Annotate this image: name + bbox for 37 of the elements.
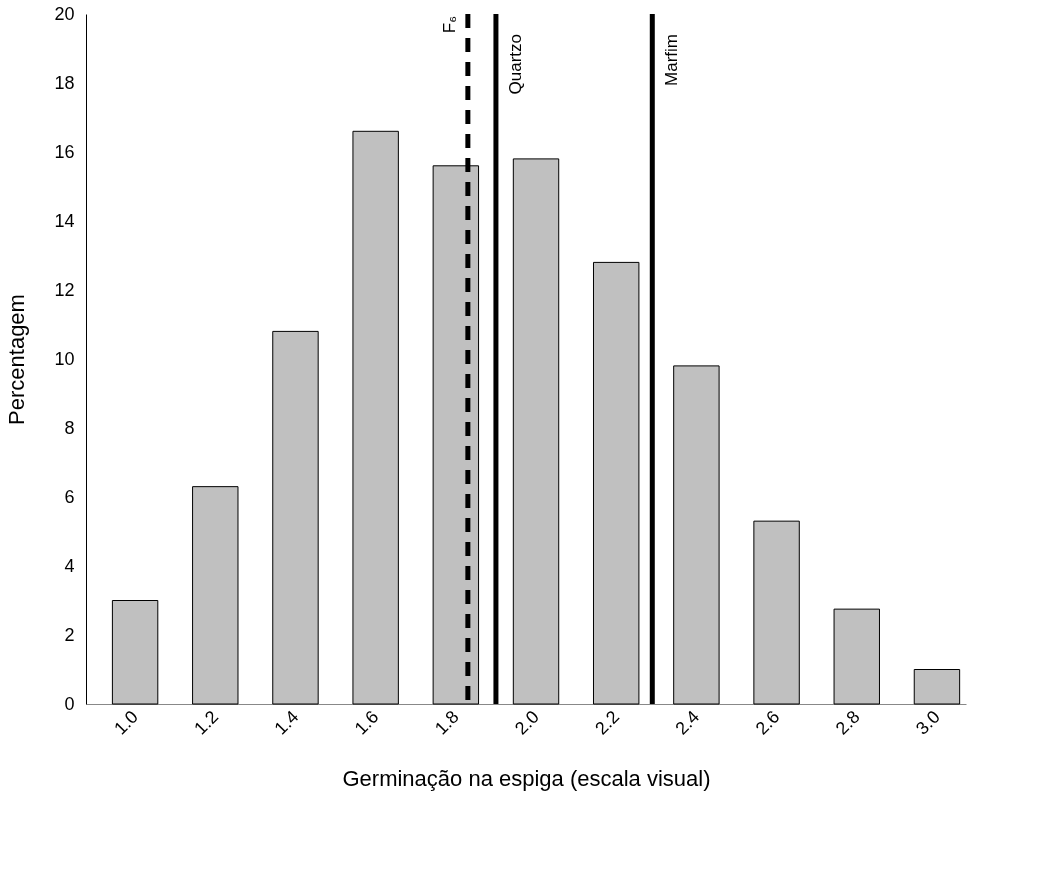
x-tick-label: 2.2 bbox=[591, 706, 624, 739]
bar bbox=[833, 608, 880, 705]
bar bbox=[192, 486, 239, 705]
y-tick-label: 10 bbox=[54, 348, 75, 369]
y-tick-label: 4 bbox=[64, 555, 75, 576]
bar bbox=[593, 261, 640, 705]
bar bbox=[673, 365, 720, 705]
bar bbox=[753, 520, 800, 705]
x-tick-label: 2.0 bbox=[511, 706, 543, 739]
x-tick-label: 1.4 bbox=[270, 706, 303, 739]
bar bbox=[512, 158, 560, 705]
y-tick-label: 8 bbox=[64, 417, 75, 438]
y-tick-label: 18 bbox=[54, 72, 75, 93]
y-tick-label: 0 bbox=[64, 693, 75, 714]
y-axis-title: Percentagem bbox=[4, 294, 30, 425]
y-tick-label: 16 bbox=[54, 141, 75, 162]
x-tick-label: 3.0 bbox=[911, 706, 944, 739]
x-tick-label: 1.8 bbox=[430, 706, 463, 739]
y-tick-label: 14 bbox=[54, 210, 75, 231]
ref-line-label: Quartzo bbox=[505, 34, 525, 95]
x-tick-label: 2.8 bbox=[831, 706, 864, 739]
y-tick-label: 12 bbox=[54, 279, 75, 300]
x-tick-label: 1.0 bbox=[110, 706, 142, 739]
x-tick-label: 2.6 bbox=[751, 706, 784, 739]
x-axis-title: Germinação na espiga (escala visual) bbox=[342, 765, 711, 791]
bar bbox=[913, 669, 961, 705]
ref-line-label: Marfim bbox=[662, 34, 682, 86]
ref-line-label: F₆ bbox=[439, 16, 459, 34]
y-tick-label: 2 bbox=[64, 624, 75, 645]
y-tick-label: 20 bbox=[54, 3, 75, 24]
bar bbox=[352, 130, 399, 705]
y-tick-label: 6 bbox=[64, 486, 75, 507]
bar bbox=[272, 330, 319, 705]
bar bbox=[111, 600, 159, 705]
x-tick-label: 1.6 bbox=[350, 706, 383, 739]
x-tick-label: 2.4 bbox=[671, 706, 704, 739]
x-tick-label: 1.2 bbox=[190, 706, 223, 739]
